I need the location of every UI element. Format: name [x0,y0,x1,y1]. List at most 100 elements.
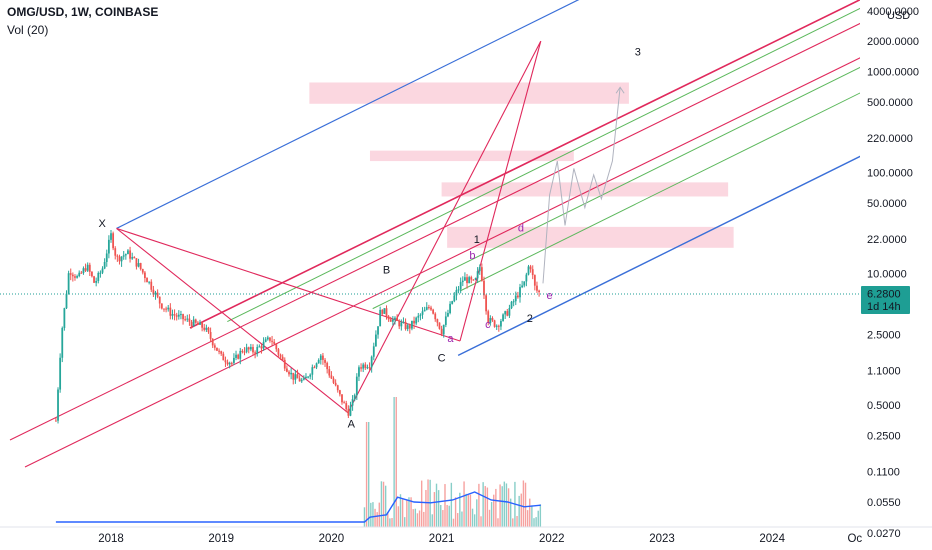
candle-body-78 [220,351,223,354]
candle-body-101 [269,337,271,341]
time-tick-6: 2023 [649,533,675,545]
candle-body-219 [519,287,521,298]
price-tick-7: 100.0000 [867,168,913,180]
candle-body-132 [334,382,337,386]
candle-body-20 [97,273,100,282]
candle-body-6 [67,273,70,294]
candle-body-206 [491,318,494,321]
candle-body-182 [440,328,443,335]
price-tick-9: 22.0000 [867,234,907,246]
price-tick-17: 0.0270 [867,528,901,540]
candle-body-8 [71,274,74,277]
candle-body-146 [364,364,367,368]
candle-body-86 [237,354,240,359]
candle-body-80 [224,360,227,363]
volume-bar-13 [391,518,393,527]
volume-bar-21 [408,497,410,527]
volume-bar-38 [444,484,446,527]
volume-bar-22 [410,497,412,527]
candle-body-165 [404,321,407,330]
candlesticks [55,230,540,424]
candle-body-26 [110,233,112,240]
volume-bar-68 [507,488,510,527]
candle-body-14 [84,268,87,271]
candle-body-50 [160,303,163,309]
candle-body-217 [514,295,517,302]
candle-body-42 [144,272,146,279]
symbol-title[interactable]: OMG/USD, 1W, COINBASE [7,5,159,19]
candle-body-124 [317,359,320,364]
volume-bar-15 [395,397,397,527]
volume-bar-2 [367,422,370,527]
candle-body-59 [180,314,182,316]
candle-body-163 [400,322,403,327]
candle-body-140 [351,399,354,406]
volume-bar-42 [452,518,455,527]
candle-body-154 [381,309,384,314]
price-tick-10: 10.0000 [867,269,907,281]
candle-body-40 [139,263,142,270]
candle-body-71 [205,327,208,330]
candle-body-152 [377,326,379,335]
candle-body-64 [190,321,193,327]
price-tick-11: 2.5000 [867,329,901,341]
candle-body-38 [135,258,138,267]
candle-body-97 [260,346,263,349]
price-tick-13: 0.5000 [867,400,901,412]
candle-body-82 [228,362,231,365]
volume-bar-69 [509,498,512,527]
green-fork-inner [372,66,860,310]
volume-bar-48 [465,493,467,527]
candle-body-17 [91,271,93,277]
candle-body-129 [328,369,331,376]
candle-body-153 [379,309,382,327]
candle-body-107 [281,356,284,360]
plot-area[interactable]: X A B Ca b 1 c d 2 e 3 [0,0,932,527]
candle-body-164 [402,321,405,323]
volume-bar-61 [493,494,495,527]
volume-bar-57 [484,486,486,527]
volume-bar-35 [437,490,440,527]
volume-indicator-label[interactable]: Vol (20) [7,23,49,37]
candle-body-98 [262,341,265,349]
candle-body-195 [468,277,471,284]
candle-body-11 [78,272,81,277]
candle-body-22 [101,268,104,273]
candle-body-142 [355,376,358,396]
candle-body-62 [186,318,189,320]
time-axis[interactable]: 2018 2019 2020 2021 2022 2023 2024 Oc [98,533,862,545]
candle-body-103 [273,341,276,344]
candle-body-81 [226,362,229,365]
volume-bar-10 [384,485,387,527]
candle-body-161 [396,317,398,321]
price-tick-2: 4000.0000 [867,6,919,18]
forecast-line [542,87,621,284]
candle-body-44 [148,281,151,283]
green-fork-mid [227,7,860,323]
volume-bar-12 [389,518,391,527]
wave-label-12: 3 [635,46,641,58]
forecast-path [542,86,625,284]
volume-bar-34 [435,483,438,527]
volume-bar-78 [529,498,531,527]
wave-label-9: d [518,223,524,235]
candle-body-137 [345,403,348,410]
price-axis[interactable]: USD8000.00004000.00002000.00001000.00005… [867,0,919,540]
candle-body-32 [122,255,125,257]
volume-bar-33 [433,492,436,527]
candle-body-96 [258,346,261,348]
candle-body-160 [394,317,396,320]
candle-body-228 [538,290,540,293]
volume-bar-6 [376,512,378,527]
last-price-tag: 6.2800 1d 14h [861,285,910,314]
candle-body-100 [266,337,269,340]
candle-body-171 [417,315,420,318]
candle-body-21 [99,272,102,274]
candle-body-48 [156,292,159,297]
wave-label-11: e [547,290,553,302]
candle-body-172 [419,314,422,316]
volume-bar-75 [522,480,525,527]
candle-body-90 [245,347,248,352]
candle-body-106 [279,354,282,357]
